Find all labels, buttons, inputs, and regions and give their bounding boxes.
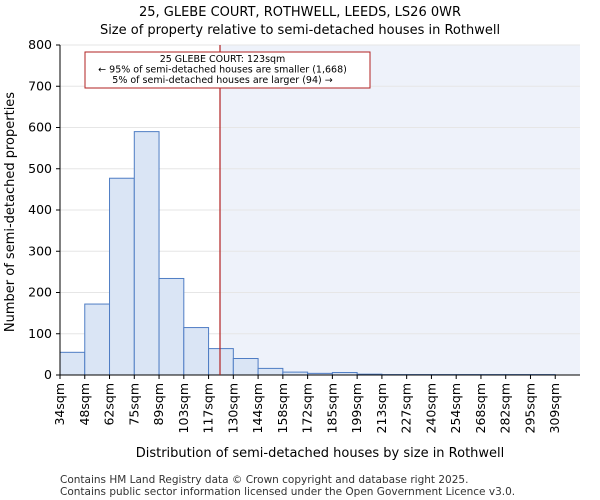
x-tick-label: 130sqm — [225, 383, 240, 433]
annotation-line: 5% of semi-detached houses are larger (9… — [112, 75, 332, 86]
x-tick-label: 213sqm — [374, 383, 389, 433]
x-tick-label: 240sqm — [423, 383, 438, 433]
x-tick-label: 117sqm — [201, 383, 216, 433]
x-tick-label: 62sqm — [102, 383, 117, 426]
x-tick-label: 34sqm — [52, 383, 67, 426]
x-tick-label: 144sqm — [250, 383, 265, 433]
footer-line2: Contains public sector information licen… — [60, 486, 515, 498]
y-tick-label: 300 — [28, 243, 52, 258]
x-tick-label: 75sqm — [126, 383, 141, 426]
x-tick-label: 282sqm — [498, 383, 513, 433]
bar — [232, 358, 259, 376]
y-tick-label: 700 — [28, 78, 52, 93]
x-tick-label: 172sqm — [300, 383, 315, 433]
bar — [109, 177, 135, 376]
x-tick-label: 158sqm — [275, 383, 290, 433]
x-tick-label: 103sqm — [176, 383, 191, 433]
bar — [208, 348, 234, 376]
bar — [257, 367, 284, 376]
chart-title-line2: Size of property relative to semi-detach… — [100, 23, 500, 38]
x-tick-label: 295sqm — [522, 383, 537, 433]
x-tick-label: 199sqm — [349, 383, 364, 433]
annotation-box — [84, 51, 371, 89]
x-tick-label: 268sqm — [473, 383, 488, 433]
y-tick-label: 100 — [28, 326, 52, 341]
footer-line1: Contains HM Land Registry data © Crown c… — [60, 474, 468, 486]
chart-title-line1: 25, GLEBE COURT, ROTHWELL, LEEDS, LS26 0… — [139, 5, 461, 20]
bar — [183, 327, 210, 376]
y-tick-label: 400 — [28, 202, 52, 217]
x-tick-label: 48sqm — [77, 383, 92, 426]
bar — [59, 351, 86, 376]
x-axis-label: Distribution of semi-detached houses by … — [136, 446, 505, 461]
x-tick-label: 185sqm — [324, 383, 339, 433]
x-tick-label: 309sqm — [547, 383, 562, 433]
x-tick-label: 254sqm — [448, 383, 463, 433]
y-axis-label: Number of semi-detached properties — [3, 92, 18, 332]
plot-area: 0 100 200 300 400 500 600 700 800 34sqm 48sqm 62sqm… — [28, 37, 580, 433]
y-tick-label: 800 — [28, 37, 52, 52]
y-tick-label: 0 — [44, 367, 52, 382]
annotation-line: 25 GLEBE COURT: 123sqm — [160, 54, 286, 65]
annotation-line: ← 95% of semi-detached houses are smalle… — [98, 65, 347, 76]
bar — [84, 303, 111, 376]
x-tick-label: 89sqm — [151, 383, 166, 426]
y-tick-label: 600 — [28, 120, 52, 135]
x-tick-label: 227sqm — [399, 383, 414, 433]
bar — [133, 131, 160, 376]
bar — [158, 277, 185, 376]
y-tick-label: 200 — [28, 285, 52, 300]
y-tick-label: 500 — [28, 161, 52, 176]
